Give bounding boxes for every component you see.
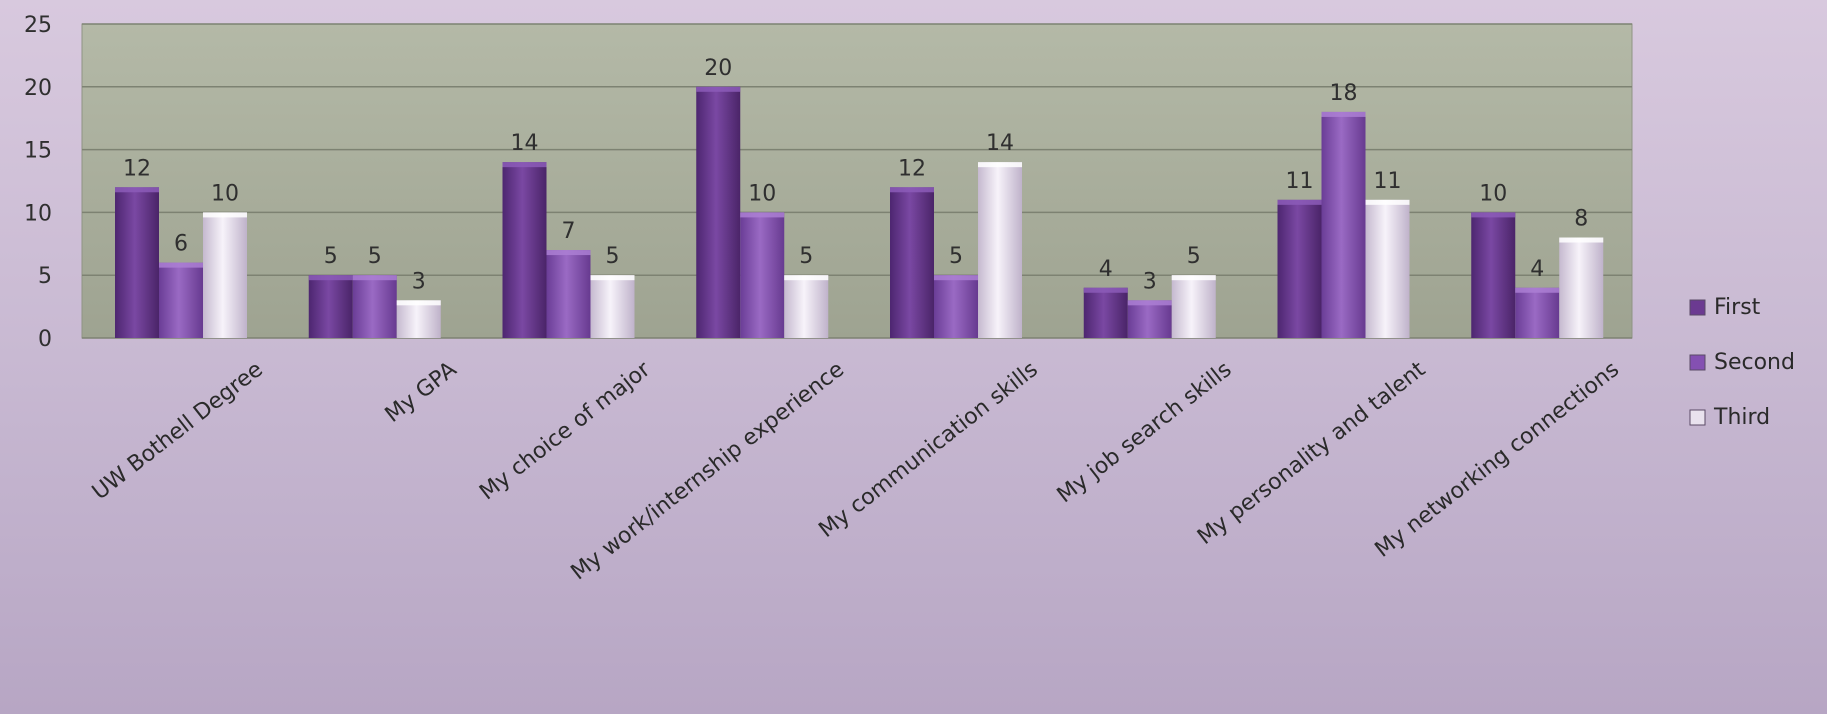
bar-cap — [502, 162, 547, 168]
bar-cap — [1471, 212, 1516, 218]
bar-cap — [1277, 199, 1322, 205]
bar-cap — [159, 262, 203, 268]
bar-second — [159, 262, 203, 338]
data-label: 7 — [562, 219, 576, 244]
data-label: 14 — [986, 131, 1014, 156]
bar-cap — [740, 212, 785, 218]
legend-swatch — [1689, 409, 1706, 426]
bar-third — [784, 275, 829, 338]
data-label: 3 — [1143, 269, 1157, 294]
data-label: 5 — [368, 244, 382, 269]
bar-first — [696, 86, 741, 338]
y-tick-label: 20 — [24, 76, 52, 101]
bar-second — [1321, 111, 1366, 338]
bar-third — [590, 275, 635, 338]
x-tick-label: My personality and talent — [1193, 357, 1430, 550]
data-label: 5 — [799, 244, 813, 269]
bar-cap — [396, 300, 441, 306]
data-label: 14 — [511, 131, 539, 156]
data-label: 5 — [324, 244, 338, 269]
data-labels: 12 6 10 5 5 3 14 7 5 20 10 5 12 5 14 4 3 5 11 18 11 10 4 8 — [123, 56, 1588, 295]
bar-first — [115, 187, 159, 338]
bar-cap — [890, 187, 934, 193]
legend-label: Second — [1714, 350, 1795, 375]
data-label: 12 — [123, 156, 151, 181]
x-tick-label: UW Bothell Degree — [88, 357, 268, 505]
data-label: 18 — [1330, 81, 1358, 106]
bar-first — [1083, 287, 1128, 338]
bar-second — [1515, 287, 1560, 338]
legend: First Second Third — [1689, 295, 1795, 430]
bar-first — [890, 187, 934, 338]
bar-cap — [696, 86, 741, 92]
bar-cap — [1365, 199, 1410, 205]
bar-cap — [203, 212, 247, 218]
bar-third — [396, 300, 441, 338]
data-label: 5 — [1187, 244, 1201, 269]
bar-cap — [546, 250, 591, 256]
data-label: 4 — [1099, 257, 1113, 282]
data-label: 11 — [1286, 169, 1314, 194]
bar-cap — [352, 275, 397, 281]
data-label: 12 — [898, 156, 926, 181]
data-label: 10 — [211, 181, 239, 206]
bar-cap — [1083, 287, 1128, 293]
bar-third — [978, 162, 1022, 338]
bar-second — [740, 212, 785, 338]
y-tick-label: 10 — [24, 201, 52, 226]
legend-swatch — [1689, 354, 1706, 371]
y-tick-label: 0 — [38, 327, 52, 352]
bar-cap — [784, 275, 829, 281]
y-tick-label: 5 — [38, 264, 52, 289]
data-label: 20 — [704, 56, 732, 81]
data-label: 10 — [748, 181, 776, 206]
data-label: 5 — [949, 244, 963, 269]
bar-cap — [1559, 237, 1604, 243]
bar-cap — [1515, 287, 1560, 293]
y-tick-label: 25 — [24, 13, 52, 38]
legend-label: First — [1714, 295, 1761, 320]
bar-cap — [978, 162, 1022, 168]
bar-second — [1127, 300, 1172, 338]
bar-cap — [115, 187, 159, 193]
legend-label: Third — [1713, 405, 1770, 430]
legend-swatch — [1689, 299, 1706, 316]
bar-first — [1277, 199, 1322, 338]
bar-first — [1471, 212, 1516, 338]
data-label: 10 — [1479, 181, 1507, 206]
bar-third — [1365, 199, 1410, 338]
data-label: 8 — [1574, 207, 1588, 232]
y-axis: 0 5 10 15 20 25 — [24, 13, 52, 352]
x-tick-label: My choice of major — [475, 356, 656, 505]
bar-cap — [308, 275, 353, 281]
bar-first — [502, 162, 547, 338]
x-axis: UW Bothell Degree My GPA My choice of majo… — [88, 356, 1624, 585]
bar-second — [934, 275, 978, 338]
bar-first — [308, 275, 353, 338]
x-tick-label: My job search skills — [1053, 357, 1237, 508]
bar-cap — [590, 275, 635, 281]
data-label: 4 — [1530, 257, 1544, 282]
bar-third — [203, 212, 247, 338]
bar-third — [1559, 237, 1604, 338]
x-tick-label: My GPA — [381, 357, 462, 428]
y-tick-label: 15 — [24, 139, 52, 164]
bar-cap — [934, 275, 978, 281]
data-label: 11 — [1374, 169, 1402, 194]
x-tick-label: My communication skills — [814, 357, 1042, 543]
data-label: 6 — [174, 232, 188, 257]
bar-cap — [1321, 111, 1366, 117]
data-label: 3 — [412, 269, 426, 294]
data-label: 5 — [606, 244, 620, 269]
bar-second — [352, 275, 397, 338]
bar-cap — [1127, 300, 1172, 306]
bars — [115, 86, 1604, 338]
bar-cap — [1171, 275, 1216, 281]
bar-third — [1171, 275, 1216, 338]
bar-second — [546, 250, 591, 338]
